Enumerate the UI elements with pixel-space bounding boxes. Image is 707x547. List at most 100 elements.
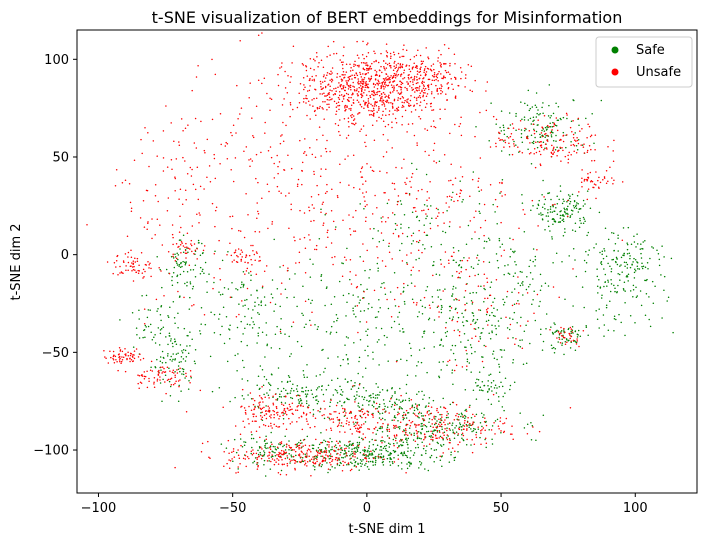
scatter-point-safe	[359, 321, 361, 323]
scatter-point-safe	[218, 387, 221, 389]
scatter-point-unsafe	[369, 96, 372, 98]
scatter-point-safe	[437, 296, 440, 298]
scatter-point-safe	[600, 263, 603, 266]
scatter-point-unsafe	[345, 259, 347, 261]
scatter-point-safe	[500, 130, 503, 132]
scatter-point-unsafe	[358, 410, 360, 412]
scatter-point-safe	[554, 323, 556, 326]
scatter-point-unsafe	[378, 116, 380, 119]
scatter-point-unsafe	[322, 108, 324, 110]
scatter-point-unsafe	[170, 377, 173, 380]
scatter-point-safe	[440, 418, 442, 420]
scatter-point-unsafe	[393, 88, 395, 90]
scatter-point-safe	[407, 284, 409, 287]
scatter-point-safe	[223, 286, 226, 289]
scatter-point-safe	[500, 432, 502, 434]
scatter-point-safe	[363, 449, 366, 451]
scatter-point-unsafe	[185, 257, 187, 259]
scatter-point-unsafe	[466, 365, 468, 367]
scatter-point-unsafe	[380, 418, 382, 421]
scatter-point-safe	[538, 305, 540, 307]
scatter-point-unsafe	[322, 66, 325, 68]
scatter-point-unsafe	[511, 425, 513, 427]
scatter-point-unsafe	[430, 65, 433, 67]
scatter-point-unsafe	[392, 74, 395, 77]
scatter-point-safe	[189, 331, 191, 333]
scatter-point-unsafe	[252, 136, 255, 139]
scatter-point-unsafe	[336, 462, 339, 465]
scatter-point-unsafe	[452, 88, 454, 90]
scatter-point-safe	[418, 219, 421, 222]
scatter-point-unsafe	[446, 99, 448, 102]
scatter-point-unsafe	[504, 141, 507, 144]
scatter-point-safe	[634, 322, 636, 324]
scatter-point-safe	[313, 468, 316, 471]
scatter-point-unsafe	[340, 94, 343, 96]
scatter-point-unsafe	[339, 134, 341, 136]
scatter-point-unsafe	[360, 93, 362, 96]
scatter-point-unsafe	[473, 327, 476, 330]
scatter-point-safe	[280, 332, 282, 334]
scatter-point-safe	[632, 284, 635, 287]
scatter-point-unsafe	[388, 437, 390, 439]
scatter-point-safe	[568, 197, 571, 200]
scatter-point-unsafe	[352, 421, 355, 423]
scatter-point-safe	[538, 199, 540, 202]
scatter-point-safe	[169, 306, 171, 308]
scatter-point-unsafe	[466, 421, 469, 423]
scatter-point-unsafe	[350, 66, 352, 69]
scatter-point-safe	[180, 261, 182, 264]
scatter-point-unsafe	[332, 220, 335, 223]
scatter-point-safe	[629, 266, 632, 269]
scatter-point-safe	[354, 305, 357, 307]
scatter-point-unsafe	[130, 249, 132, 251]
scatter-point-unsafe	[505, 417, 508, 420]
scatter-point-safe	[318, 237, 321, 240]
scatter-point-unsafe	[377, 410, 379, 412]
scatter-point-safe	[427, 430, 430, 433]
scatter-point-unsafe	[419, 101, 422, 103]
scatter-point-unsafe	[517, 146, 519, 148]
scatter-point-safe	[327, 357, 329, 359]
scatter-point-unsafe	[359, 130, 361, 133]
scatter-point-unsafe	[251, 453, 254, 456]
scatter-point-safe	[501, 385, 504, 388]
scatter-point-safe	[249, 323, 251, 326]
scatter-point-unsafe	[411, 420, 414, 423]
scatter-point-safe	[141, 295, 143, 297]
scatter-point-unsafe	[295, 446, 298, 448]
scatter-point-safe	[493, 307, 495, 310]
scatter-point-safe	[368, 400, 370, 403]
scatter-point-unsafe	[113, 361, 116, 364]
scatter-point-unsafe	[323, 74, 325, 76]
scatter-point-safe	[256, 384, 258, 387]
scatter-point-unsafe	[438, 316, 440, 318]
scatter-point-unsafe	[495, 142, 497, 145]
scatter-point-unsafe	[384, 125, 387, 128]
scatter-point-unsafe	[353, 63, 355, 66]
scatter-point-unsafe	[448, 427, 451, 430]
scatter-point-unsafe	[380, 65, 382, 68]
scatter-point-safe	[482, 389, 484, 392]
scatter-point-safe	[179, 344, 182, 346]
scatter-point-unsafe	[313, 97, 315, 100]
scatter-point-unsafe	[344, 105, 346, 107]
scatter-point-safe	[170, 355, 172, 358]
scatter-point-safe	[418, 391, 420, 393]
scatter-point-unsafe	[214, 177, 217, 180]
scatter-point-safe	[381, 427, 384, 429]
scatter-point-unsafe	[384, 96, 386, 99]
scatter-point-safe	[641, 262, 643, 264]
scatter-point-unsafe	[424, 87, 427, 90]
scatter-point-unsafe	[325, 450, 328, 452]
scatter-point-unsafe	[352, 444, 354, 446]
scatter-point-unsafe	[546, 135, 549, 137]
scatter-point-safe	[596, 318, 599, 321]
scatter-point-unsafe	[453, 76, 456, 79]
scatter-point-safe	[272, 445, 275, 448]
scatter-point-safe	[452, 288, 454, 290]
scatter-point-unsafe	[355, 122, 357, 124]
scatter-point-safe	[379, 307, 381, 309]
scatter-point-unsafe	[327, 440, 329, 443]
scatter-point-safe	[453, 459, 456, 461]
